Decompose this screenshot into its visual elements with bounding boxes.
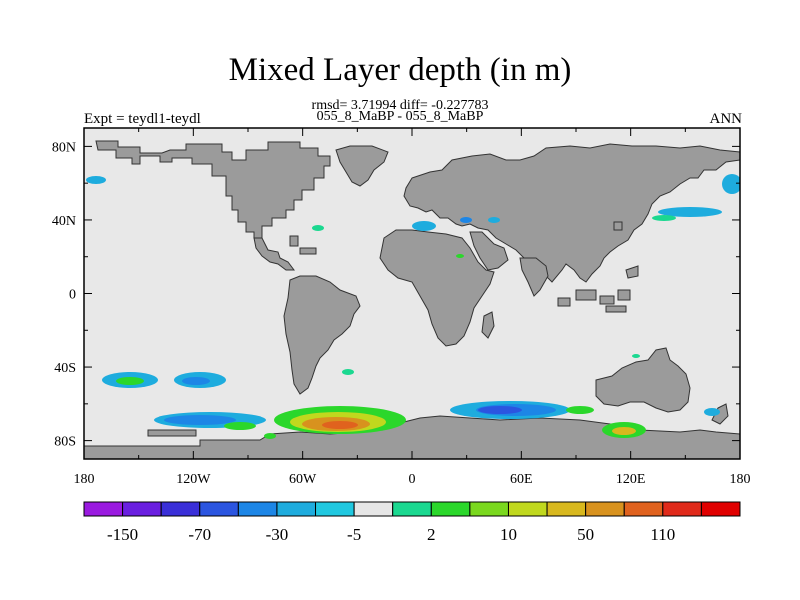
landmass-florida-cuba xyxy=(289,235,317,255)
x-axis: 180 120W 60W 0 60E 120E 180 xyxy=(74,128,751,487)
colorbar-swatch xyxy=(353,501,394,517)
anomaly-small-patches xyxy=(264,354,720,439)
landmass-india xyxy=(519,257,549,297)
colorbar-swatch xyxy=(469,501,509,517)
rmsd-diff-stats: rmsd= 3.71994 diff= -0.227783 xyxy=(311,98,489,113)
plot-title: Mixed Layer depth (in m) xyxy=(228,52,572,88)
colorbar-label: -70 xyxy=(188,525,211,544)
colorbar-swatch xyxy=(160,501,201,517)
colorbar-swatch xyxy=(83,501,124,517)
y-tick-label: 80N xyxy=(52,140,76,155)
anomaly-weddell-positive xyxy=(274,406,406,434)
colorbar-label: 2 xyxy=(427,525,436,544)
landmass-japan xyxy=(613,221,639,279)
colorbar-swatch xyxy=(585,501,625,517)
anomaly-north-pacific xyxy=(86,174,740,231)
colorbar-label: -30 xyxy=(266,525,289,544)
case-names: 055_8_MaBP - 055_8_MaBP xyxy=(316,109,484,124)
anomaly-australia-south xyxy=(566,406,646,438)
colorbar-label: -5 xyxy=(347,525,361,544)
y-axis: 80N 40N 0 40S 80S xyxy=(52,140,740,450)
landmass-indonesia xyxy=(557,289,631,313)
y-tick-label: 80S xyxy=(54,435,76,450)
landmass-madagascar xyxy=(481,311,495,339)
landmass-africa xyxy=(379,229,495,347)
colorbar-swatch xyxy=(122,501,162,517)
anomaly-south-pacific-band xyxy=(154,412,266,430)
colorbar-label: 10 xyxy=(500,525,517,544)
colorbar-swatch xyxy=(507,501,548,517)
landmass-central-america xyxy=(253,237,295,271)
x-tick-label: 180 xyxy=(74,472,95,487)
colorbar-swatch xyxy=(276,501,317,517)
landmass-australia xyxy=(595,347,691,413)
colorbar-swatch xyxy=(237,501,278,517)
landmass-north-america xyxy=(95,140,331,239)
anomaly-indian-ocean-negative xyxy=(450,401,570,419)
y-tick-label: 0 xyxy=(69,288,76,303)
y-tick-label: 40S xyxy=(54,361,76,376)
x-tick-label: 120W xyxy=(176,472,211,487)
landmass-arabia xyxy=(469,231,509,271)
colorbar-swatch xyxy=(430,501,471,517)
colorbar-swatch xyxy=(662,501,702,517)
landmass-eurasia xyxy=(403,143,740,283)
y-tick-label: 40N xyxy=(52,214,76,229)
experiment-label: Expt = teydl1-teydl xyxy=(84,111,201,127)
anomaly-south-pacific-west xyxy=(102,372,226,388)
x-tick-label: 180 xyxy=(730,472,751,487)
landmass-antarctica xyxy=(84,415,740,459)
landmass-south-america xyxy=(283,275,361,395)
landmass-greenland xyxy=(335,145,389,187)
x-tick-label: 60W xyxy=(289,472,317,487)
colorbar-label: 50 xyxy=(577,525,594,544)
landmass-antarctic-peninsula xyxy=(147,429,197,437)
colorbar-swatch xyxy=(623,501,664,517)
colorbar-swatch xyxy=(392,501,432,517)
colorbar-label: 110 xyxy=(650,525,675,544)
landmass-new-zealand xyxy=(711,403,729,425)
season-label: ANN xyxy=(709,111,743,127)
x-tick-label: 0 xyxy=(409,472,416,487)
colorbar-swatch xyxy=(199,501,239,517)
x-tick-label: 120E xyxy=(616,472,646,487)
colorbar-swatch xyxy=(700,501,741,517)
colorbar-swatch xyxy=(546,501,587,517)
anomaly-north-atlantic xyxy=(412,217,500,258)
colorbar-swatch xyxy=(315,501,355,517)
x-tick-label: 60E xyxy=(510,472,533,487)
colorbar-label: -150 xyxy=(107,525,138,544)
